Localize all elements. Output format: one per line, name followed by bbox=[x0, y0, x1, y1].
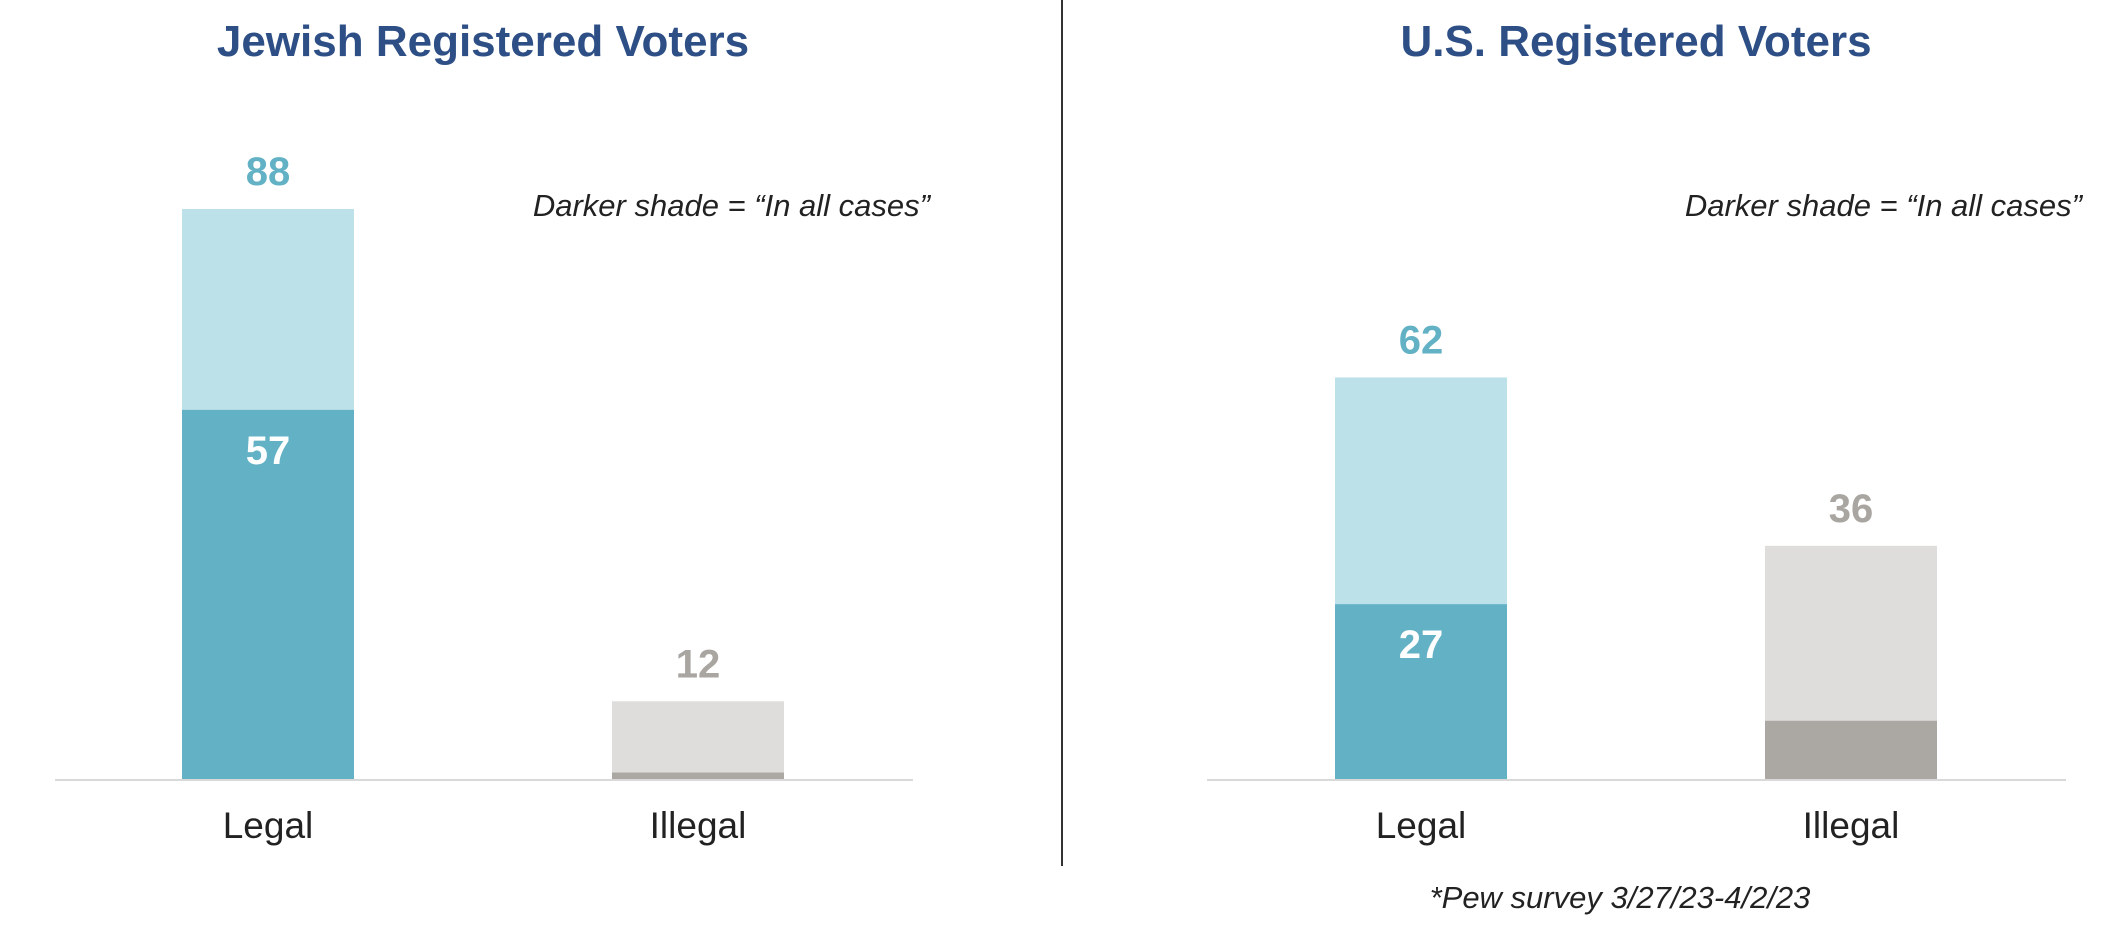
bar-segment-legal-in-all-cases bbox=[1335, 604, 1507, 779]
panel-jewish-registered-voters: Jewish Registered Voters Darker shade = … bbox=[55, 17, 932, 846]
data-label-total: 36 bbox=[1829, 487, 1874, 531]
legend-note: Darker shade = “In all cases” bbox=[1685, 188, 2084, 223]
bar-segment-illegal-total bbox=[1765, 545, 1937, 721]
bar-segment-illegal-total bbox=[612, 701, 784, 773]
data-label-in-all-cases: 27 bbox=[1399, 623, 1444, 667]
category-label-illegal: Illegal bbox=[1803, 805, 1900, 846]
data-label-total: 12 bbox=[676, 642, 721, 686]
chart-title: Jewish Registered Voters bbox=[217, 17, 749, 66]
source-footnote: *Pew survey 3/27/23-4/2/23 bbox=[1430, 880, 1811, 915]
category-label-legal: Legal bbox=[223, 805, 314, 846]
panel-us-registered-voters: U.S. Registered Voters Darker shade = “I… bbox=[1207, 17, 2084, 846]
chart-title: U.S. Registered Voters bbox=[1400, 17, 1871, 66]
bar-segment-legal-total bbox=[182, 209, 354, 410]
data-label-total: 62 bbox=[1399, 318, 1444, 362]
bar-group: 88 57 Legal 12 Illegal bbox=[55, 150, 913, 846]
category-label-legal: Legal bbox=[1376, 805, 1467, 846]
category-label-illegal: Illegal bbox=[650, 805, 747, 846]
bar-segment-illegal-in-all-cases bbox=[1765, 720, 1937, 779]
legend-note: Darker shade = “In all cases” bbox=[533, 188, 932, 223]
data-label-in-all-cases: 57 bbox=[246, 429, 291, 473]
bar-segment-legal-total bbox=[1335, 377, 1507, 605]
data-label-total: 88 bbox=[246, 150, 291, 194]
bar-segment-legal-in-all-cases bbox=[182, 409, 354, 779]
bar-segment-illegal-in-all-cases bbox=[612, 772, 784, 779]
bar-group: 62 27 Legal 36 Illegal bbox=[1207, 318, 2066, 846]
